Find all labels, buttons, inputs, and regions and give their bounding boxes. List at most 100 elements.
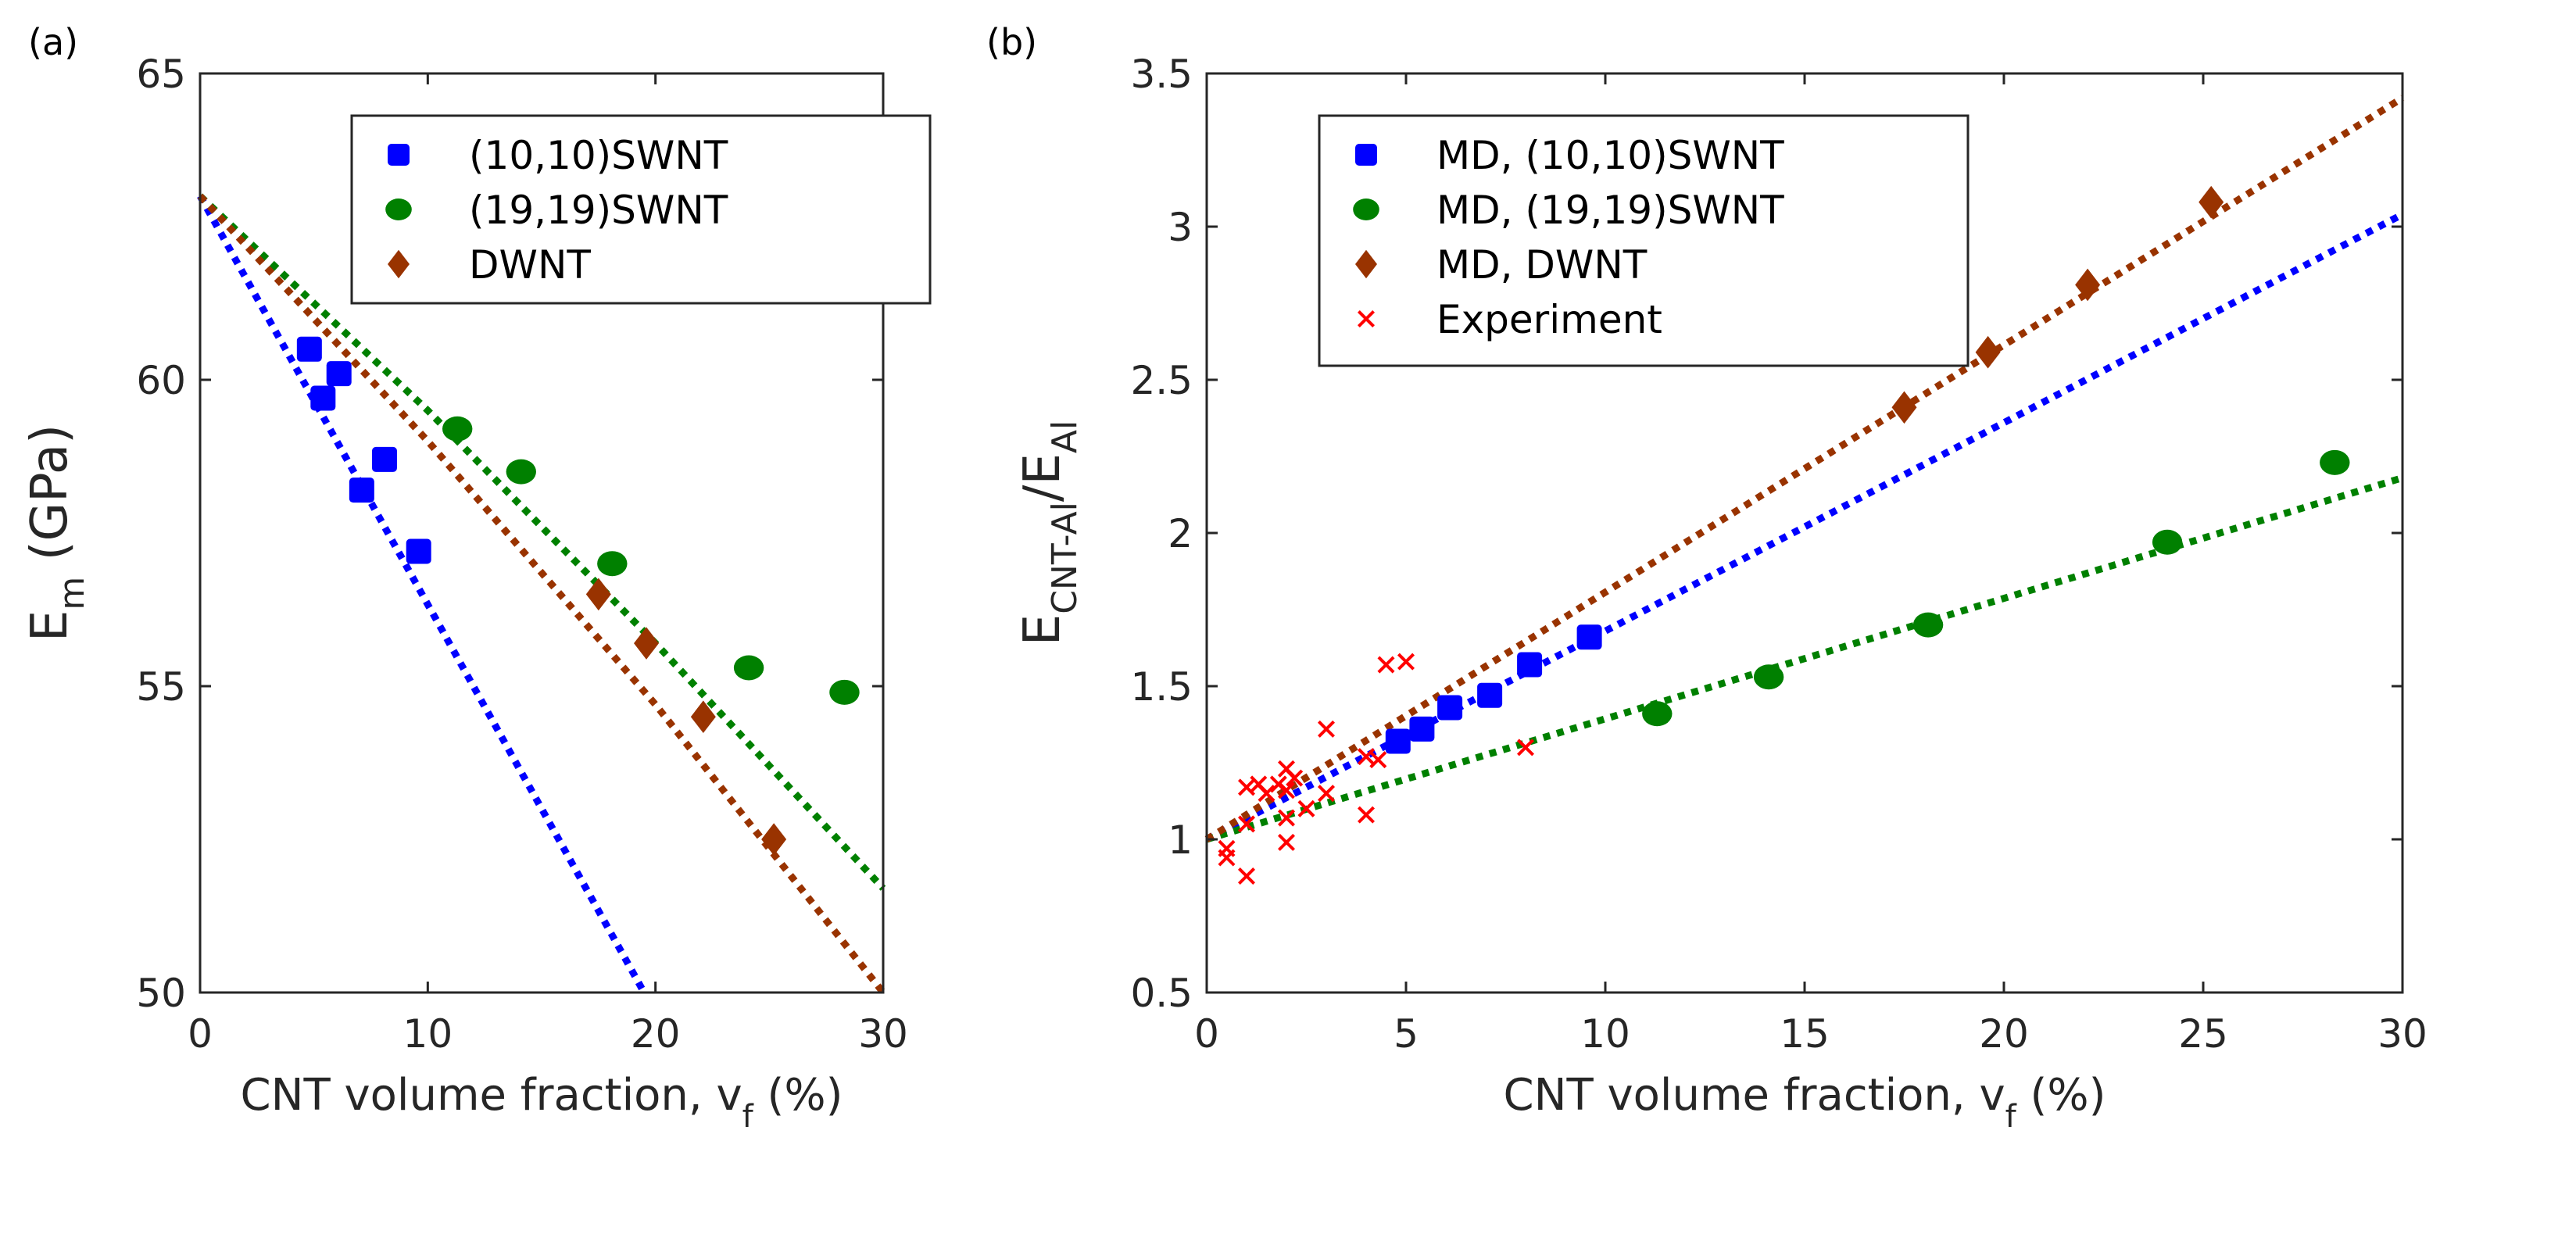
data-point-2-3 bbox=[761, 823, 787, 856]
data-point-3-16 bbox=[1357, 806, 1376, 824]
data-point-0-2 bbox=[326, 361, 352, 387]
legend-marker-3 bbox=[1357, 309, 1376, 328]
data-point-1-2 bbox=[1912, 612, 1944, 638]
y-axis-label: Em (GPa) bbox=[21, 424, 92, 642]
data-point-1-4 bbox=[2320, 449, 2350, 475]
panel-label: (b) bbox=[986, 21, 1037, 63]
legend-marker-2 bbox=[1355, 249, 1377, 279]
legend-label: MD, DWNT bbox=[1436, 242, 1648, 288]
legend-label: (19,19)SWNT bbox=[469, 188, 728, 233]
data-point-0-5 bbox=[406, 538, 431, 564]
x-axis-label-suffix: (%) bbox=[753, 1070, 843, 1121]
data-point-2-2 bbox=[2075, 268, 2101, 302]
fit-line-1 bbox=[1205, 474, 2404, 843]
x-tick-label: 15 bbox=[1780, 1011, 1830, 1057]
data-point-3-9 bbox=[1277, 782, 1296, 799]
data-point-1-1 bbox=[1753, 664, 1784, 690]
data-point-2-0 bbox=[585, 578, 611, 611]
data-point-2-2 bbox=[690, 700, 716, 733]
data-point-3-1 bbox=[1218, 849, 1236, 867]
legend: (10,10)SWNT (19,19)SWNT DWNT bbox=[350, 114, 932, 305]
data-point-1-2 bbox=[597, 551, 628, 577]
y-tick-label: 2 bbox=[1168, 511, 1193, 556]
y-tick-label: 2.5 bbox=[1130, 358, 1193, 403]
legend-marker-2 bbox=[388, 249, 410, 279]
y-tick-label: 0.5 bbox=[1130, 971, 1193, 1016]
y-axis-label: ECNT-Al/EAl bbox=[1014, 420, 1085, 646]
data-point-3-21 bbox=[1516, 739, 1535, 756]
data-point-3-2 bbox=[1237, 867, 1256, 885]
legend-label: MD, (19,19)SWNT bbox=[1436, 188, 1784, 233]
data-point-3-13 bbox=[1297, 799, 1315, 817]
data-point-1-0 bbox=[442, 416, 473, 442]
y-tick-label: 65 bbox=[136, 52, 186, 97]
legend-box bbox=[350, 114, 932, 305]
data-point-0-3 bbox=[349, 478, 374, 503]
data-point-0-2 bbox=[1437, 695, 1463, 721]
clip-mask bbox=[1207, 993, 2418, 1227]
data-point-1-1 bbox=[506, 459, 536, 485]
data-point-0-1 bbox=[310, 385, 336, 411]
y-tick-label: 60 bbox=[136, 358, 186, 403]
x-axis-label-sub: f bbox=[742, 1099, 754, 1135]
y-axis-label-main: E bbox=[21, 610, 79, 642]
data-point-0-0 bbox=[296, 336, 322, 362]
data-point-1-4 bbox=[829, 679, 860, 705]
x-axis-label: CNT volume fraction, vf (%) bbox=[241, 1070, 843, 1135]
data-point-3-20 bbox=[1397, 653, 1415, 671]
y-tick-label: 3.5 bbox=[1130, 52, 1193, 97]
data-point-3-4 bbox=[1237, 778, 1256, 796]
legend-label: Experiment bbox=[1436, 297, 1662, 342]
x-tick-label: 25 bbox=[2178, 1011, 2228, 1057]
y-axis-label-sub: CNT-Al bbox=[1045, 502, 1085, 614]
y-tick-label: 1.5 bbox=[1130, 664, 1193, 710]
x-axis-label-sub: f bbox=[2005, 1099, 2017, 1135]
x-tick-label: 20 bbox=[631, 1011, 681, 1057]
x-tick-label: 10 bbox=[403, 1011, 453, 1057]
plot-frame bbox=[199, 72, 885, 994]
x-axis-label: CNT volume fraction, vf (%) bbox=[1504, 1070, 2106, 1135]
data-point-1-0 bbox=[1642, 701, 1673, 727]
data-point-3-12 bbox=[1286, 769, 1304, 787]
y-tick-label: 1 bbox=[1168, 817, 1193, 863]
data-point-3-19 bbox=[1377, 656, 1395, 674]
data-point-0-1 bbox=[1409, 716, 1435, 742]
data-point-1-3 bbox=[2152, 529, 2183, 555]
y-axis-label-sub: m bbox=[52, 577, 92, 610]
legend-label: (10,10)SWNT bbox=[469, 133, 728, 178]
data-point-0-4 bbox=[1517, 652, 1543, 678]
data-point-3-10 bbox=[1277, 809, 1296, 827]
clip-mask bbox=[200, 993, 899, 1227]
data-point-3-6 bbox=[1258, 785, 1275, 803]
x-axis-label-suffix: (%) bbox=[2016, 1070, 2106, 1121]
data-point-2-1 bbox=[634, 627, 660, 660]
data-point-3-15 bbox=[1317, 785, 1336, 803]
x-axis-label-main: CNT volume fraction, v bbox=[1504, 1070, 2005, 1121]
y-tick-label: 50 bbox=[136, 971, 186, 1016]
legend-box bbox=[1318, 114, 1970, 367]
x-tick-label: 20 bbox=[1979, 1011, 2029, 1057]
legend-label: MD, (10,10)SWNT bbox=[1436, 133, 1784, 178]
x-tick-label: 10 bbox=[1580, 1011, 1630, 1057]
data-point-2-3 bbox=[2199, 185, 2224, 219]
fit-line-1 bbox=[197, 193, 886, 891]
data-point-2-1 bbox=[1975, 335, 2001, 369]
legend-marker-1 bbox=[385, 199, 412, 220]
y-axis-label-suffix: /E bbox=[1014, 453, 1072, 502]
legend-marker-1 bbox=[1353, 199, 1379, 220]
data-point-0-3 bbox=[1477, 682, 1503, 708]
data-point-3-14 bbox=[1317, 720, 1336, 738]
x-tick-label: 5 bbox=[1394, 1011, 1419, 1057]
x-tick-label: 30 bbox=[858, 1011, 908, 1057]
x-tick-label: 0 bbox=[188, 1011, 213, 1057]
fit-line-2 bbox=[1204, 95, 2405, 842]
y-tick-label: 55 bbox=[136, 664, 186, 710]
data-point-1-3 bbox=[733, 655, 764, 681]
y-axis-label-sub2: Al bbox=[1045, 420, 1085, 453]
data-point-3-3 bbox=[1237, 815, 1256, 833]
legend-marker-0 bbox=[388, 144, 410, 166]
panel-b: (b) 0 5 10 15 20 25 30 0.5 1 1.5 2 2.5 3 3.5 CNT volume… bbox=[986, 21, 2428, 1227]
x-tick-label: 30 bbox=[2377, 1011, 2428, 1057]
y-axis-label-main: E bbox=[1014, 614, 1072, 646]
